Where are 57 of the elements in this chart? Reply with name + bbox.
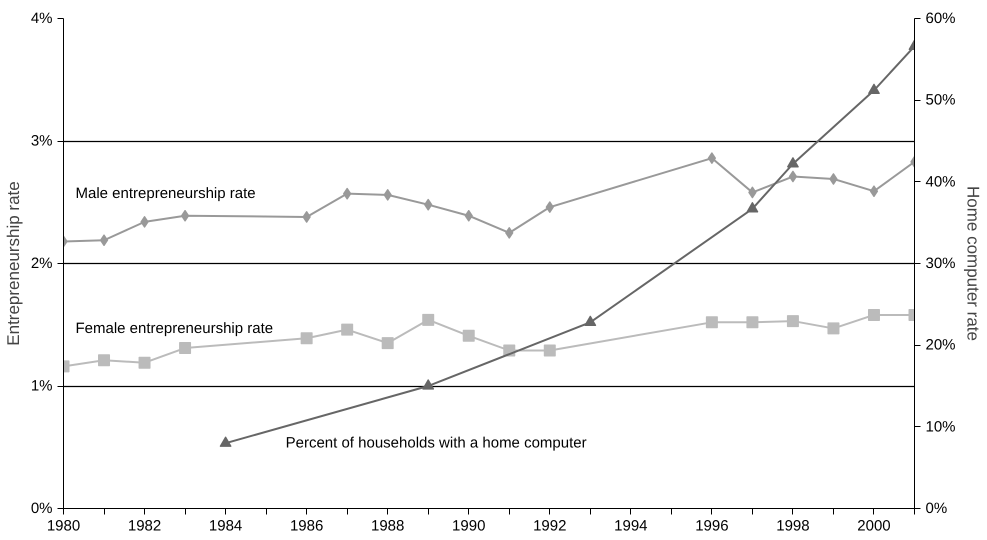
y-axis-title: Entrepreneurship rate [4,181,23,346]
x-tick-label: 1988 [371,518,404,534]
point [708,152,716,164]
point [746,202,758,212]
point [462,330,475,342]
point [829,172,838,185]
point [544,344,556,356]
x-tick-label: 1980 [46,518,80,534]
point [220,436,232,447]
point [422,379,434,390]
point [706,316,718,328]
point [748,186,757,198]
y2-tick-label: 40% [926,173,956,190]
point [584,315,596,326]
y2-tick-label: 30% [926,255,956,272]
y-tick-label: 0% [30,500,53,517]
point [868,84,880,94]
series-label: Male entrepreneurship rate [76,184,256,202]
y-tick-label: 2% [30,255,53,272]
y2-tick-label: 10% [926,418,956,436]
point [827,322,840,334]
x-tick-label: 1982 [128,518,162,534]
point [786,157,799,168]
point [300,332,313,344]
point [138,356,151,369]
x-tick-label: 1994 [614,518,648,534]
y2-tick-label: 20% [926,336,956,354]
point [180,210,190,222]
point [341,324,354,336]
x-tick-label: 1998 [776,518,810,534]
point [179,342,192,354]
point [422,314,434,326]
x-tick-label: 1996 [695,518,729,534]
y2-tick-label: 50% [926,92,956,109]
point [870,185,878,198]
point [746,316,758,328]
point [98,354,110,366]
point [786,315,799,328]
x-tick-label: 1986 [290,518,324,534]
y2-tick-label: 60% [926,10,956,27]
y2-tick-label: 0% [926,500,948,517]
y-tick-label: 3% [30,132,53,150]
point [302,210,311,223]
x-tick-label: 1990 [452,518,486,534]
x-tick-label: 1992 [533,518,566,534]
y-tick-label: 4% [30,10,53,27]
y2-axis-title: Home computer rate [964,186,983,341]
point [382,337,394,350]
series-label: Female entrepreneurship rate [76,320,274,337]
point [788,170,798,183]
x-tick-label: 1984 [208,518,242,534]
point [140,216,149,228]
point [100,234,108,246]
series-label: Percent of households with a home computer [286,434,587,452]
x-tick-label: 2000 [857,518,891,534]
y-tick-label: 1% [30,378,53,394]
point [868,308,880,321]
